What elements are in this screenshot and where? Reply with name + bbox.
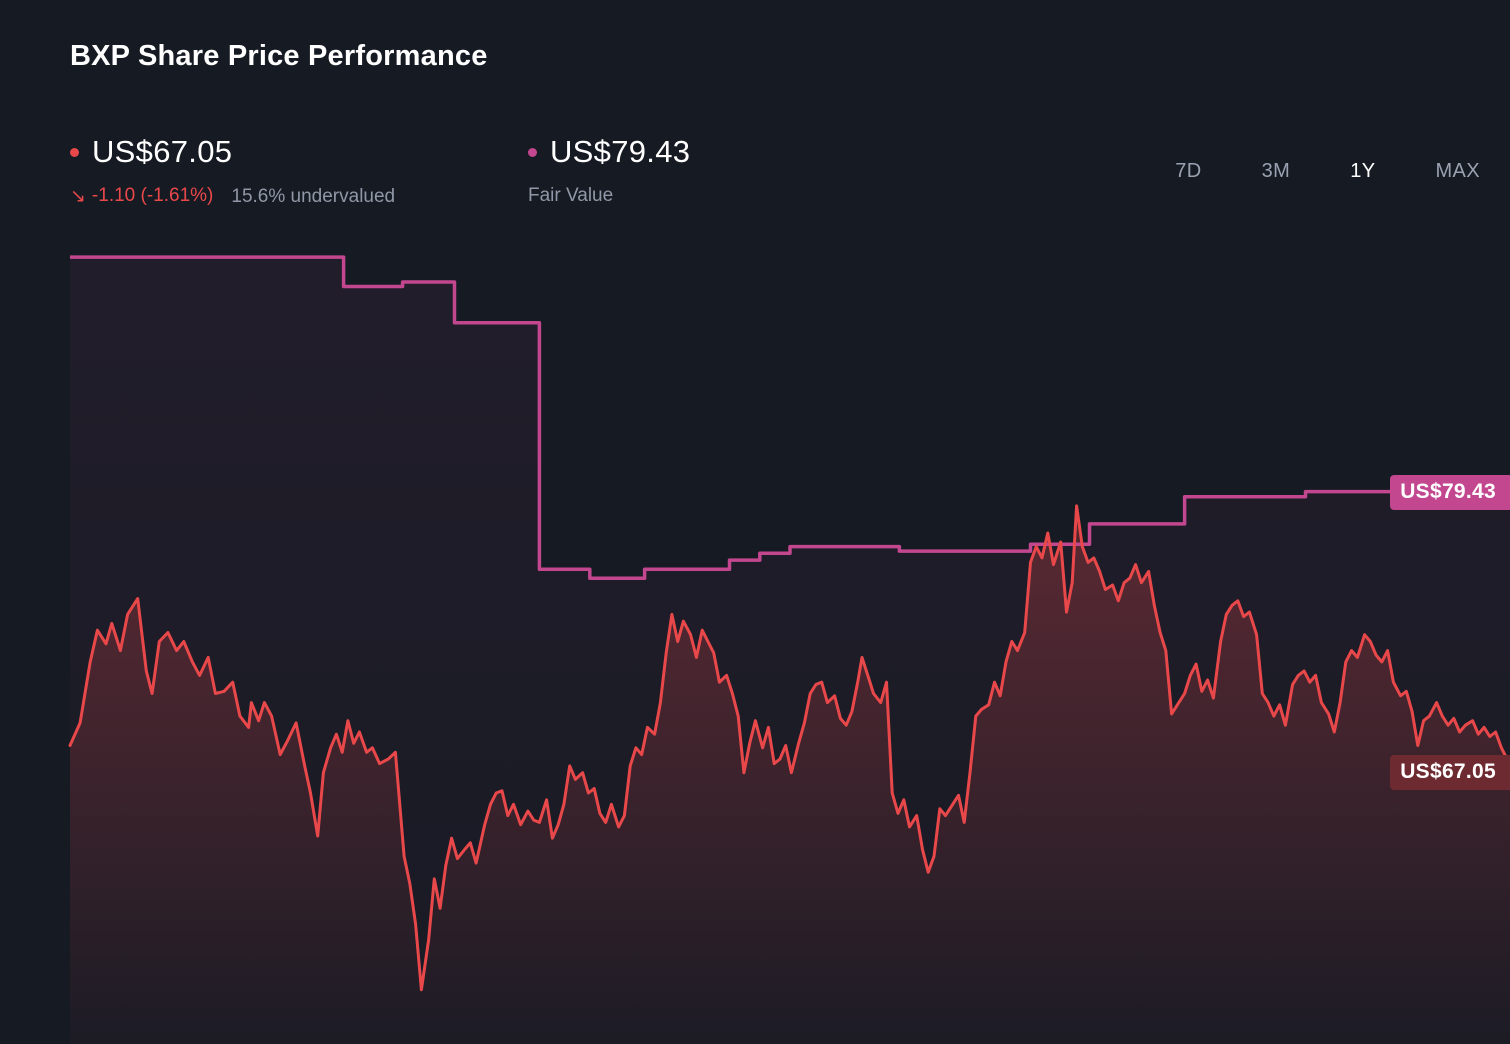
- valuation-text: 15.6% undervalued: [231, 186, 396, 207]
- fair-value-dot-icon: [528, 147, 537, 157]
- price-axis-label: US$67.05: [1390, 755, 1510, 790]
- price-area: [70, 505, 1510, 1044]
- fair-value-legend: US$79.43 Fair Value: [528, 134, 690, 207]
- price-line: [68, 504, 1510, 992]
- range-3m-button[interactable]: 3M: [1260, 158, 1293, 185]
- price-dot-icon: [70, 147, 79, 157]
- range-7d-button[interactable]: 7D: [1173, 158, 1203, 185]
- price-legend-sub-row: ↘ -1.10 (-1.61%) 15.6% undervalued: [70, 185, 395, 208]
- fair-value-legend-sub-row: Fair Value: [528, 185, 690, 207]
- fair-value-axis-label: US$79.43: [1390, 475, 1510, 510]
- time-range-selector: 7D 3M 1Y MAX: [1173, 158, 1482, 185]
- down-arrow-icon: ↘: [70, 186, 86, 207]
- fair-value-line: [70, 255, 1510, 580]
- price-change: ↘ -1.10 (-1.61%): [70, 185, 213, 208]
- fair-value-amount: US$79.43: [550, 134, 691, 169]
- fair-value-label: Fair Value: [528, 185, 614, 206]
- current-price-value: US$67.05: [92, 134, 233, 169]
- price-legend-value-row: US$67.05: [70, 134, 395, 170]
- price-change-text: -1.10 (-1.61%): [91, 185, 214, 206]
- range-1y-button[interactable]: 1Y: [1348, 158, 1377, 185]
- fair-value-legend-value-row: US$79.43: [528, 134, 690, 170]
- price-legend: US$67.05 ↘ -1.10 (-1.61%) 15.6% underval…: [70, 134, 395, 208]
- chart-title: BXP Share Price Performance: [70, 40, 488, 72]
- range-max-button[interactable]: MAX: [1433, 158, 1482, 185]
